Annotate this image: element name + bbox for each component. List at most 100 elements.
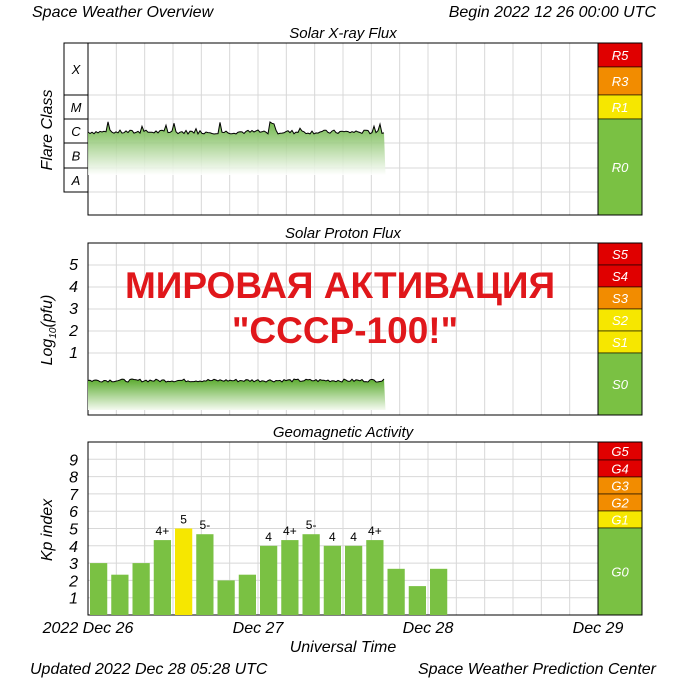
class-box-x	[63, 42, 89, 96]
scale-g1-label: G1	[611, 513, 628, 528]
kp-bar-label: 4+	[368, 524, 382, 538]
kp-bar-label: 4	[329, 530, 336, 544]
x-tick-0: 2022 Dec 26	[42, 620, 134, 637]
scale-r3-label: R3	[612, 74, 629, 89]
kp-bar	[281, 540, 299, 615]
proton-plot: 1 2 3 4 5	[68, 242, 599, 416]
class-label-b: B	[72, 149, 81, 164]
scale-s4-label: S4	[612, 269, 628, 284]
proton-ytick: 1	[69, 345, 78, 362]
proton-ylabel-sub: 10	[48, 327, 59, 339]
kp-bar	[430, 568, 448, 615]
kp-bar-label: 4+	[283, 524, 297, 538]
scale-s3-label: S3	[612, 291, 629, 306]
proton-title: Solar Proton Flux	[285, 225, 401, 242]
kp-bar-label: 5-	[306, 518, 317, 532]
proton-flux-line	[87, 378, 385, 383]
kp-bar-label: 5	[180, 513, 187, 527]
scale-g4-label: G4	[611, 462, 628, 477]
kp-ylabel: Kp index	[39, 498, 56, 561]
kp-bar	[366, 540, 384, 615]
xray-ylabel: Flare Class	[39, 90, 56, 171]
scale-g5-label: G5	[611, 444, 629, 459]
kp-bar-label: 4+	[156, 524, 170, 538]
kp-scale: G5 G4 G3 G2 G1 G0	[597, 441, 643, 616]
kp-ytick: 6	[69, 504, 78, 521]
header-left: Space Weather Overview	[32, 4, 215, 21]
scale-g0-label: G0	[611, 565, 629, 580]
kp-ytick: 4	[69, 539, 78, 556]
overlay-line2: "СССР-100!"	[232, 310, 458, 351]
proton-ylabel-unit: (pfu)	[39, 295, 56, 328]
xray-plot	[87, 42, 599, 216]
proton-ytick: 4	[69, 279, 78, 296]
proton-ylabel: Log10(pfu)	[39, 295, 59, 366]
class-box-a	[63, 167, 89, 193]
scale-r0-band	[597, 118, 643, 216]
kp-bar	[260, 545, 278, 615]
scale-s2-label: S2	[612, 313, 629, 328]
kp-bar	[175, 528, 193, 615]
scale-r3-band	[597, 66, 643, 96]
kp-title: Geomagnetic Activity	[273, 424, 415, 441]
scale-r0-label: R0	[612, 160, 629, 175]
scale-r5-label: R5	[612, 48, 629, 63]
scale-s1-label: S1	[612, 335, 628, 350]
scale-s5-label: S5	[612, 247, 629, 262]
scale-r1-label: R1	[612, 100, 629, 115]
kp-bar-label: 5-	[200, 518, 211, 532]
proton-ytick: 5	[69, 257, 78, 274]
proton-ytick: 2	[68, 323, 78, 340]
kp-bar	[196, 534, 214, 615]
kp-bar	[111, 574, 129, 615]
scale-frame	[597, 42, 643, 216]
scale-frame	[597, 441, 643, 616]
xray-title: Solar X-ray Flux	[289, 25, 397, 42]
proton-ytick: 3	[69, 301, 78, 318]
kp-bar	[238, 574, 256, 615]
class-label-x: X	[71, 62, 82, 77]
kp-ytick: 9	[69, 452, 78, 469]
scale-g2-label: G2	[611, 496, 629, 511]
kp-bar	[302, 534, 320, 615]
scale-g3-label: G3	[611, 479, 629, 494]
kp-ytick: 7	[69, 487, 79, 504]
kp-bar	[217, 580, 235, 615]
footer-right: Space Weather Prediction Center	[418, 661, 657, 678]
kp-bar	[90, 563, 108, 615]
kp-bar	[345, 545, 363, 615]
kp-bar-label: 4	[350, 530, 357, 544]
proton-flux-area	[88, 379, 386, 410]
overlay-line1: МИРОВАЯ АКТИВАЦИЯ	[125, 265, 555, 306]
scale-frame	[597, 242, 643, 416]
x-tick-3: Dec 29	[573, 620, 624, 637]
kp-bar	[408, 586, 426, 615]
xray-scale: R5 R3 R1 R0	[597, 42, 643, 216]
kp-bar	[153, 540, 171, 615]
class-label-c: C	[71, 124, 81, 139]
proton-scale: S5 S4 S3 S2 S1 S0	[597, 242, 643, 416]
xray-flux-area	[88, 121, 386, 175]
x-tick-2: Dec 28	[403, 620, 454, 637]
kp-ytick: 2	[68, 573, 78, 590]
kp-bar	[387, 568, 405, 615]
kp-ytick: 5	[69, 522, 78, 539]
header-right: Begin 2022 12 26 00:00 UTC	[449, 4, 657, 21]
kp-bar	[323, 545, 341, 615]
class-label-a: A	[71, 173, 81, 188]
class-label-m: M	[71, 100, 82, 115]
scale-r1-band	[597, 94, 643, 120]
scale-s0-band	[597, 352, 643, 416]
kp-ytick: 3	[69, 556, 78, 573]
footer-left: Updated 2022 Dec 28 05:28 UTC	[30, 661, 268, 678]
scale-s0-label: S0	[612, 377, 629, 392]
kp-ytick: 1	[69, 591, 78, 608]
x-axis-label: Universal Time	[290, 639, 397, 656]
proton-ylabel-log: Log	[39, 339, 56, 366]
kp-bar-label: 4	[265, 530, 272, 544]
kp-ytick: 8	[69, 470, 78, 487]
x-tick-1: Dec 27	[233, 620, 285, 637]
